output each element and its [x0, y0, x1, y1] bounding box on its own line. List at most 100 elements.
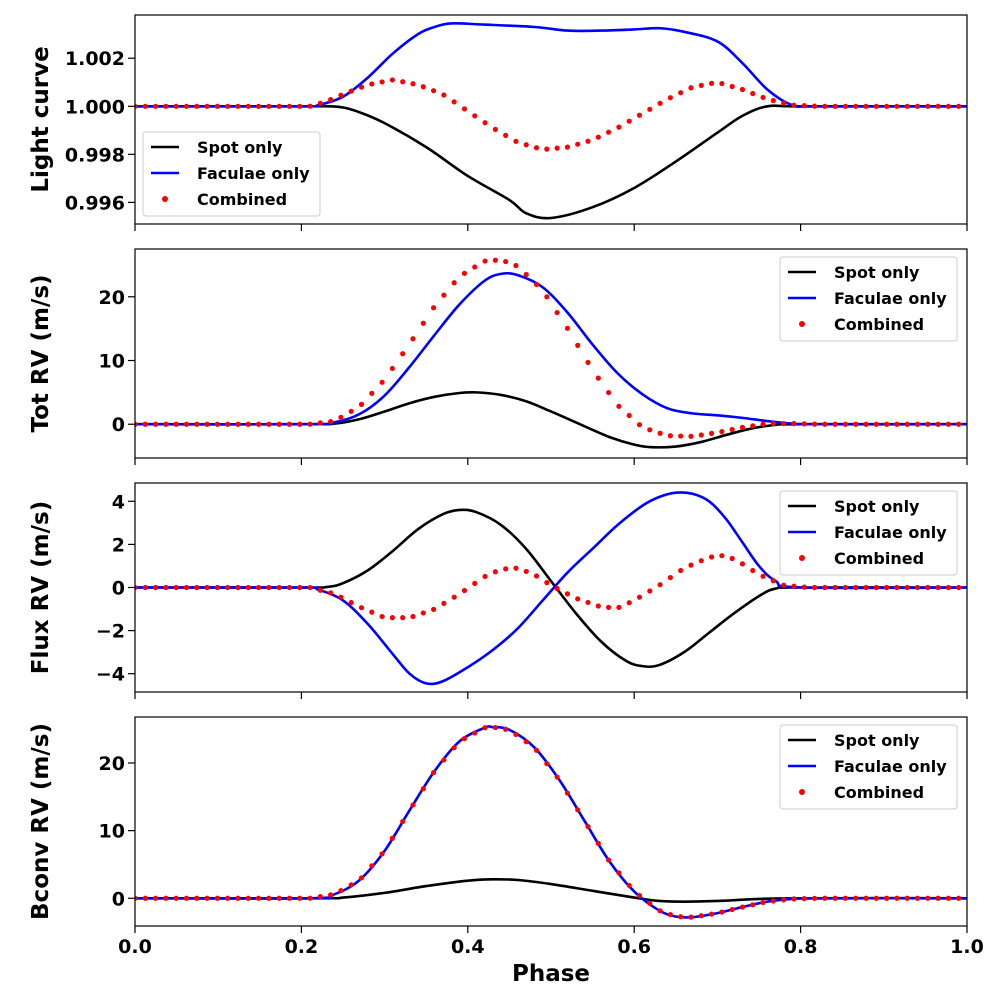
- data-point: [369, 81, 375, 87]
- data-point: [482, 258, 488, 264]
- series-faculae-only-line: [135, 271, 967, 426]
- legend-label: Faculae only: [834, 757, 947, 776]
- data-point: [533, 281, 540, 288]
- legend-label: Combined: [197, 190, 287, 209]
- data-point: [842, 584, 849, 591]
- data-point: [461, 106, 468, 112]
- data-point: [791, 896, 797, 902]
- legend-label: Spot only: [834, 263, 920, 282]
- axes-frame: [134, 14, 968, 225]
- data-point: [492, 257, 498, 263]
- panel-1: 0.996 0.998 1.000 1.002 Light curve Spot only…: [28, 14, 968, 231]
- data-point: [791, 421, 797, 427]
- data-point: [750, 567, 756, 574]
- data-point: [533, 573, 540, 579]
- legend-label: Combined: [834, 315, 924, 334]
- legend-label: Spot only: [834, 497, 920, 516]
- data-point: [235, 584, 241, 591]
- data-point: [853, 421, 859, 427]
- data-point: [894, 895, 900, 901]
- data-point: [575, 596, 581, 602]
- data-point: [451, 280, 457, 286]
- data-point: [914, 421, 921, 427]
- y-tick-label: 20: [99, 753, 125, 775]
- data-point: [760, 899, 766, 906]
- data-point: [719, 909, 725, 915]
- data-point: [853, 103, 859, 109]
- data-point: [894, 584, 900, 591]
- data-point: [389, 77, 395, 83]
- data-point: [420, 84, 426, 90]
- data-point: [647, 106, 653, 112]
- data-point: [554, 145, 560, 151]
- series-faculae-only-line: [135, 22, 967, 108]
- data-point: [904, 421, 910, 427]
- data-point: [317, 587, 323, 593]
- data-point: [472, 580, 478, 587]
- data-point: [513, 262, 519, 269]
- data-point: [585, 599, 591, 606]
- data-point: [729, 555, 735, 562]
- data-point: [214, 895, 220, 901]
- data-point: [770, 898, 776, 904]
- data-point: [863, 421, 869, 427]
- data-point: [750, 902, 756, 908]
- data-point: [328, 590, 334, 596]
- data-point: [513, 731, 519, 738]
- legend-entry: Spot only: [788, 497, 920, 516]
- data-point: [338, 92, 344, 98]
- data-point: [183, 103, 190, 109]
- legend: Spot only Faculae only Combined: [779, 256, 958, 342]
- data-point: [358, 875, 365, 881]
- data-point: [348, 599, 354, 606]
- data-point: [606, 129, 612, 135]
- data-point: [173, 421, 179, 427]
- data-point: [297, 421, 303, 427]
- data-point: [307, 895, 313, 901]
- data-point: [657, 908, 663, 914]
- data-point: [719, 429, 725, 435]
- data-point: [544, 294, 550, 300]
- y-tick-label: 0: [112, 414, 125, 436]
- data-point: [266, 421, 272, 427]
- data-point: [358, 605, 365, 611]
- series-faculae-only-line: [135, 491, 967, 686]
- data-point: [564, 325, 571, 331]
- data-point: [595, 375, 601, 381]
- data-point: [657, 100, 663, 106]
- data-point: [338, 888, 344, 894]
- data-point: [225, 421, 231, 427]
- data-point: [914, 584, 921, 591]
- data-point: [698, 558, 704, 564]
- data-point: [135, 421, 138, 427]
- data-point: [135, 584, 138, 591]
- data-point: [451, 99, 457, 105]
- data-point: [688, 562, 694, 568]
- data-point: [925, 895, 931, 901]
- data-point: [914, 895, 921, 901]
- data-point: [523, 271, 529, 278]
- axes-frame: [134, 716, 968, 927]
- data-point: [626, 118, 632, 124]
- data-point: [441, 292, 447, 298]
- legend-marker: [799, 789, 805, 795]
- x-tick-label: 0.6: [617, 936, 651, 958]
- data-point: [575, 807, 581, 813]
- data-point: [781, 897, 787, 903]
- data-point: [811, 421, 818, 427]
- data-point: [307, 103, 313, 109]
- data-point: [461, 736, 468, 742]
- data-point: [585, 359, 591, 366]
- data-point: [245, 103, 251, 109]
- data-point: [533, 145, 540, 151]
- data-point: [194, 421, 200, 427]
- data-point: [307, 421, 313, 427]
- data-point: [358, 84, 365, 90]
- data-point: [245, 421, 251, 427]
- data-point: [935, 103, 941, 109]
- data-point: [564, 144, 571, 150]
- legend-entry: Combined: [799, 315, 924, 334]
- data-point: [945, 895, 951, 901]
- legend: Spot only Faculae only Combined: [142, 131, 321, 217]
- data-point: [235, 895, 241, 901]
